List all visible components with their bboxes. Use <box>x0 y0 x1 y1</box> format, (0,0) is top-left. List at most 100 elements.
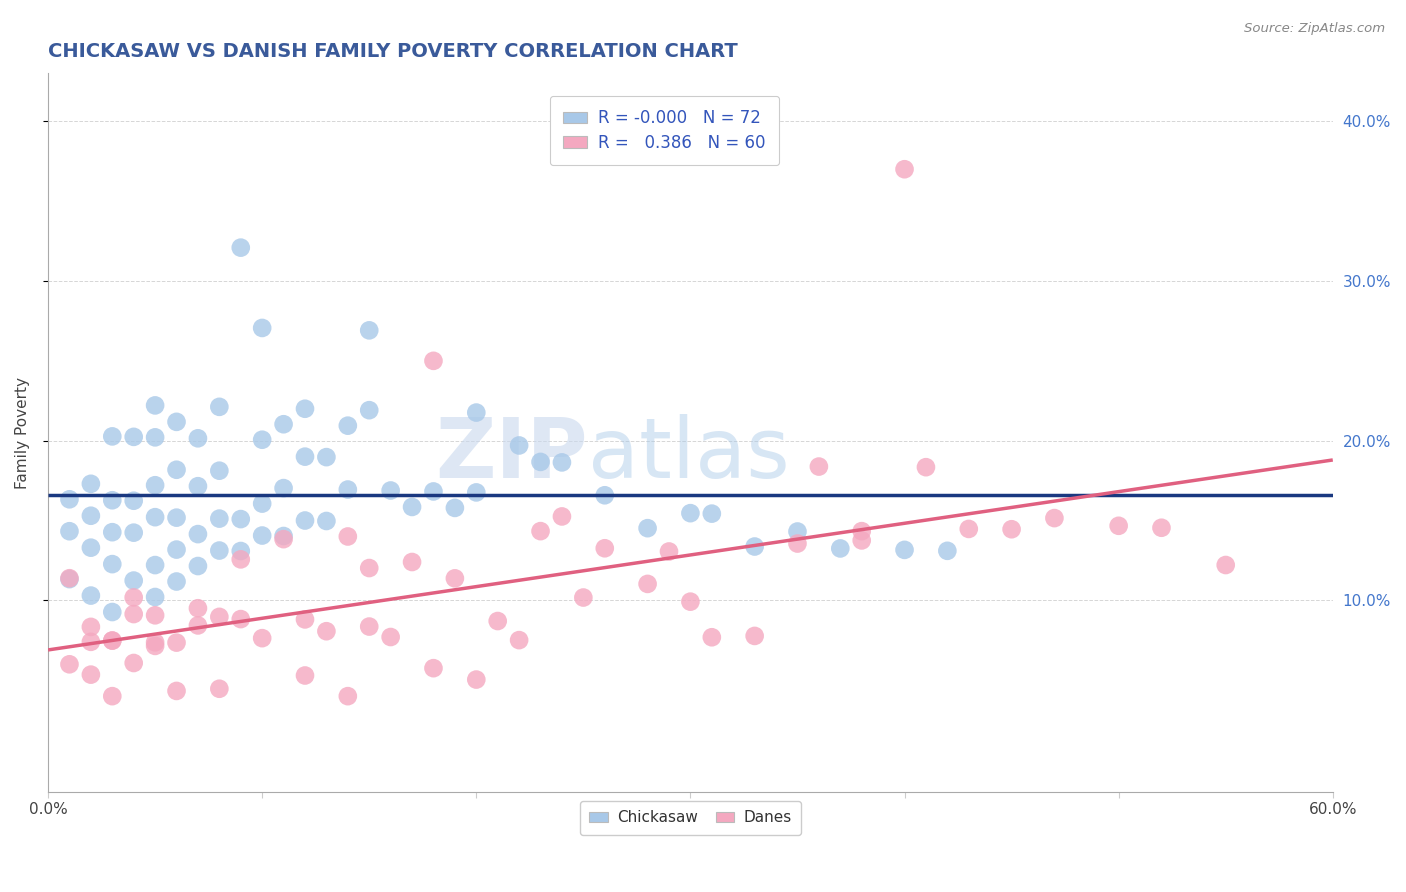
Point <box>444 500 467 515</box>
Point <box>422 484 444 499</box>
Point <box>166 463 188 477</box>
Point <box>58 572 80 586</box>
Point <box>101 525 124 540</box>
Point <box>637 521 659 535</box>
Point <box>1043 511 1066 525</box>
Point <box>208 464 231 478</box>
Point <box>250 321 273 335</box>
Point <box>465 673 488 687</box>
Point <box>700 507 723 521</box>
Point <box>744 540 766 554</box>
Point <box>229 552 252 566</box>
Point <box>58 492 80 507</box>
Point <box>830 541 852 556</box>
Point <box>380 483 402 498</box>
Point <box>444 571 467 585</box>
Point <box>1000 522 1022 536</box>
Point <box>80 620 103 634</box>
Point <box>807 459 830 474</box>
Point <box>529 455 551 469</box>
Point <box>143 430 166 444</box>
Point <box>58 524 80 539</box>
Point <box>786 524 808 539</box>
Point <box>637 577 659 591</box>
Point <box>80 667 103 681</box>
Point <box>336 529 359 543</box>
Point <box>166 684 188 698</box>
Point <box>336 483 359 497</box>
Point <box>572 591 595 605</box>
Point <box>294 668 316 682</box>
Text: CHICKASAW VS DANISH FAMILY POVERTY CORRELATION CHART: CHICKASAW VS DANISH FAMILY POVERTY CORRE… <box>48 42 738 61</box>
Point <box>101 493 124 508</box>
Point <box>658 544 681 558</box>
Point <box>80 476 103 491</box>
Point <box>166 574 188 589</box>
Point <box>143 398 166 412</box>
Point <box>250 528 273 542</box>
Point <box>187 479 209 493</box>
Text: atlas: atlas <box>588 414 789 495</box>
Point <box>101 557 124 571</box>
Point <box>273 529 295 543</box>
Point <box>380 630 402 644</box>
Point <box>273 481 295 495</box>
Point <box>187 559 209 574</box>
Point <box>401 555 423 569</box>
Point <box>101 633 124 648</box>
Point <box>486 614 509 628</box>
Text: Source: ZipAtlas.com: Source: ZipAtlas.com <box>1244 22 1385 36</box>
Point <box>208 543 231 558</box>
Point <box>315 514 337 528</box>
Point <box>208 681 231 696</box>
Point <box>229 612 252 626</box>
Point <box>143 510 166 524</box>
Point <box>1215 558 1237 572</box>
Point <box>593 488 616 502</box>
Point <box>508 438 530 452</box>
Point <box>166 415 188 429</box>
Point <box>122 430 145 444</box>
Point <box>122 525 145 540</box>
Point <box>593 541 616 556</box>
Point <box>101 429 124 443</box>
Point <box>122 656 145 670</box>
Point <box>229 544 252 558</box>
Point <box>336 689 359 703</box>
Point <box>679 595 702 609</box>
Point <box>187 431 209 445</box>
Point <box>143 558 166 572</box>
Point <box>166 510 188 524</box>
Text: ZIP: ZIP <box>434 414 588 495</box>
Point <box>187 527 209 541</box>
Y-axis label: Family Poverty: Family Poverty <box>15 376 30 489</box>
Point <box>122 591 145 605</box>
Point <box>508 633 530 648</box>
Point <box>273 532 295 546</box>
Point <box>679 506 702 520</box>
Point <box>936 544 959 558</box>
Point <box>122 574 145 588</box>
Point <box>101 689 124 703</box>
Point <box>465 485 488 500</box>
Point <box>208 400 231 414</box>
Point <box>273 417 295 432</box>
Point <box>187 601 209 615</box>
Point <box>80 508 103 523</box>
Point <box>101 633 124 648</box>
Legend: Chickasaw, Danes: Chickasaw, Danes <box>581 801 801 835</box>
Point <box>250 433 273 447</box>
Point <box>529 524 551 538</box>
Point <box>229 241 252 255</box>
Point <box>315 450 337 464</box>
Point <box>422 661 444 675</box>
Point <box>143 635 166 649</box>
Point <box>58 571 80 585</box>
Point <box>893 162 915 177</box>
Point <box>422 354 444 368</box>
Point <box>208 511 231 525</box>
Point <box>551 455 574 469</box>
Point <box>915 460 938 475</box>
Point <box>101 605 124 619</box>
Point <box>401 500 423 514</box>
